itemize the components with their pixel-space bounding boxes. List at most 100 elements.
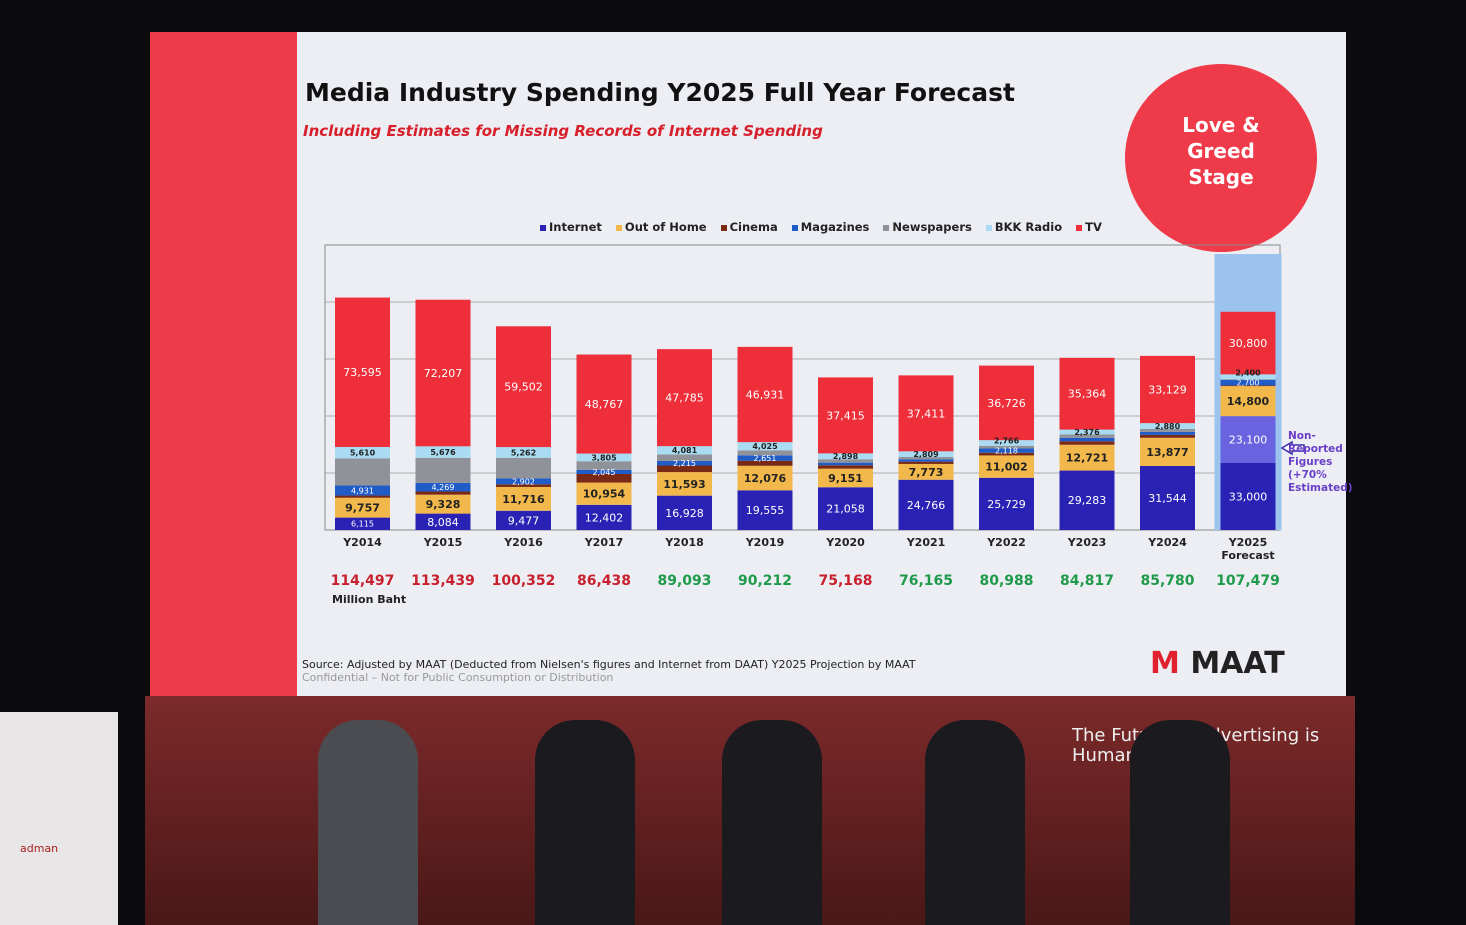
bar-segment-internet <box>335 517 390 530</box>
legend-item: Out of Home <box>615 220 707 234</box>
legend-item: Magazines <box>791 220 869 234</box>
bar-segment-tv <box>737 346 793 443</box>
bar-segment-out-of-home <box>335 497 390 518</box>
legend-item: Cinema <box>720 220 778 234</box>
bar-segment-tv <box>415 299 471 447</box>
data-label: 4,931 <box>351 486 374 495</box>
bar-segment-bkk-radio <box>1140 423 1195 429</box>
bar-segment-internet <box>415 513 471 530</box>
bar-segment-out-of-home <box>898 463 954 480</box>
bar-segment-out-of-home <box>818 468 873 488</box>
bar-segment-magazines <box>335 485 390 496</box>
data-label: 25,729 <box>987 498 1026 511</box>
bar-segment-internet <box>1140 465 1195 530</box>
bar-segment-bkk-radio <box>576 453 632 462</box>
total-label: 114,497 <box>331 573 395 589</box>
bar-segment-newspapers <box>496 457 551 479</box>
data-label: 5,676 <box>430 448 456 457</box>
data-label: 11,593 <box>663 478 705 491</box>
bar-segment-internet <box>1220 463 1276 530</box>
total-label: 89,093 <box>657 573 711 589</box>
category-label: Y2017 <box>584 536 624 549</box>
non-reported-note: Non-Reported Figures (+70% Estimated) <box>1288 430 1353 494</box>
data-label: 5,262 <box>511 448 536 457</box>
data-label: 9,151 <box>828 472 863 485</box>
maat-text: MAAT <box>1190 646 1285 681</box>
slide-title: Media Industry Spending Y2025 Full Year … <box>305 78 1015 107</box>
bar-segment-newspapers <box>335 458 390 486</box>
bar-segment-tv <box>657 349 712 447</box>
legend-swatch <box>720 225 727 231</box>
data-label: 14,800 <box>1227 395 1270 408</box>
total-label: 113,439 <box>411 573 475 589</box>
legend-item: Newspapers <box>883 220 972 234</box>
bar-segment-magazines <box>818 462 873 466</box>
bar-segment-newspapers <box>1059 434 1115 438</box>
panelist <box>925 720 1025 925</box>
total-label: 75,168 <box>818 573 872 589</box>
legend-swatch <box>1076 225 1083 231</box>
data-label: 4,269 <box>432 483 455 492</box>
bar-segment-tv <box>1220 311 1276 375</box>
category-label: Y2016 <box>503 536 543 549</box>
bar-segment-bkk-radio <box>898 451 954 458</box>
category-label: Y2024 <box>1147 536 1187 549</box>
data-label: 72,207 <box>424 367 463 380</box>
total-label: 85,780 <box>1140 573 1194 589</box>
bar-segment-out-of-home <box>576 482 632 505</box>
data-label: 47,785 <box>665 392 704 405</box>
bar-segment-cinema <box>818 465 873 469</box>
bar-segment-cinema <box>1059 441 1115 445</box>
badge-line: Stage <box>1188 165 1254 189</box>
unit-label: Million Baht <box>332 593 406 606</box>
bar-segment-bkk-radio <box>979 440 1034 446</box>
bar-segment-newspapers <box>898 457 954 460</box>
legend-label: Cinema <box>729 220 778 234</box>
data-label: 4,025 <box>752 442 778 451</box>
bar-segment-internet <box>657 495 712 530</box>
bar-segment-bkk-radio <box>737 442 793 451</box>
bar-segment-bkk-radio <box>1059 429 1115 435</box>
bar-segment-internet-non-reported-estimated- <box>1220 416 1276 464</box>
data-label: 8,084 <box>427 516 459 529</box>
bar-segment-newspapers <box>737 450 793 456</box>
source-note: Source: Adjusted by MAAT (Deducted from … <box>302 658 916 671</box>
bar-segment-cinema <box>1220 385 1276 387</box>
bar-segment-bkk-radio <box>1220 374 1276 380</box>
legend-item: Internet <box>540 220 602 234</box>
bar-segment-bkk-radio <box>496 447 551 458</box>
total-label: 76,165 <box>899 573 953 589</box>
bar-segment-tv <box>1140 355 1195 424</box>
bar-segment-cinema <box>335 495 390 498</box>
bar-segment-newspapers <box>415 457 471 483</box>
data-label: 9,328 <box>426 498 461 511</box>
data-label: 2,376 <box>1074 428 1100 437</box>
total-label: 84,817 <box>1060 573 1114 589</box>
bar-segment-bkk-radio <box>335 446 390 459</box>
data-label: 2,215 <box>673 459 696 468</box>
bar-segment-tv <box>979 365 1034 441</box>
badge-line: Love & <box>1182 113 1260 137</box>
bar-segment-cinema <box>496 484 551 487</box>
confidential-note: Confidential – Not for Public Consumptio… <box>302 671 614 684</box>
bar-segment-out-of-home <box>1220 386 1276 417</box>
data-label: 13,877 <box>1146 446 1188 459</box>
maat-logo: M MAAT <box>1150 646 1285 681</box>
data-label: 5,610 <box>350 449 376 458</box>
legend-label: BKK Radio <box>994 220 1063 234</box>
data-label: 30,800 <box>1229 337 1268 350</box>
bar-segment-tv <box>898 375 954 452</box>
bar-segment-magazines <box>1220 379 1276 386</box>
data-label: 12,721 <box>1066 452 1108 465</box>
data-label: 2,651 <box>754 454 777 463</box>
bar-segment-cinema <box>657 465 712 473</box>
category-label: Y2022 <box>986 536 1026 549</box>
bar-segment-out-of-home <box>979 455 1034 478</box>
category-label: Y2014 <box>342 536 382 549</box>
legend-label: Out of Home <box>624 220 707 234</box>
bar-segment-out-of-home <box>1140 437 1195 466</box>
data-label: 11,716 <box>502 493 545 506</box>
data-label: 2,902 <box>512 477 535 486</box>
data-label: 2,118 <box>995 446 1018 455</box>
total-label: 86,438 <box>577 573 631 589</box>
